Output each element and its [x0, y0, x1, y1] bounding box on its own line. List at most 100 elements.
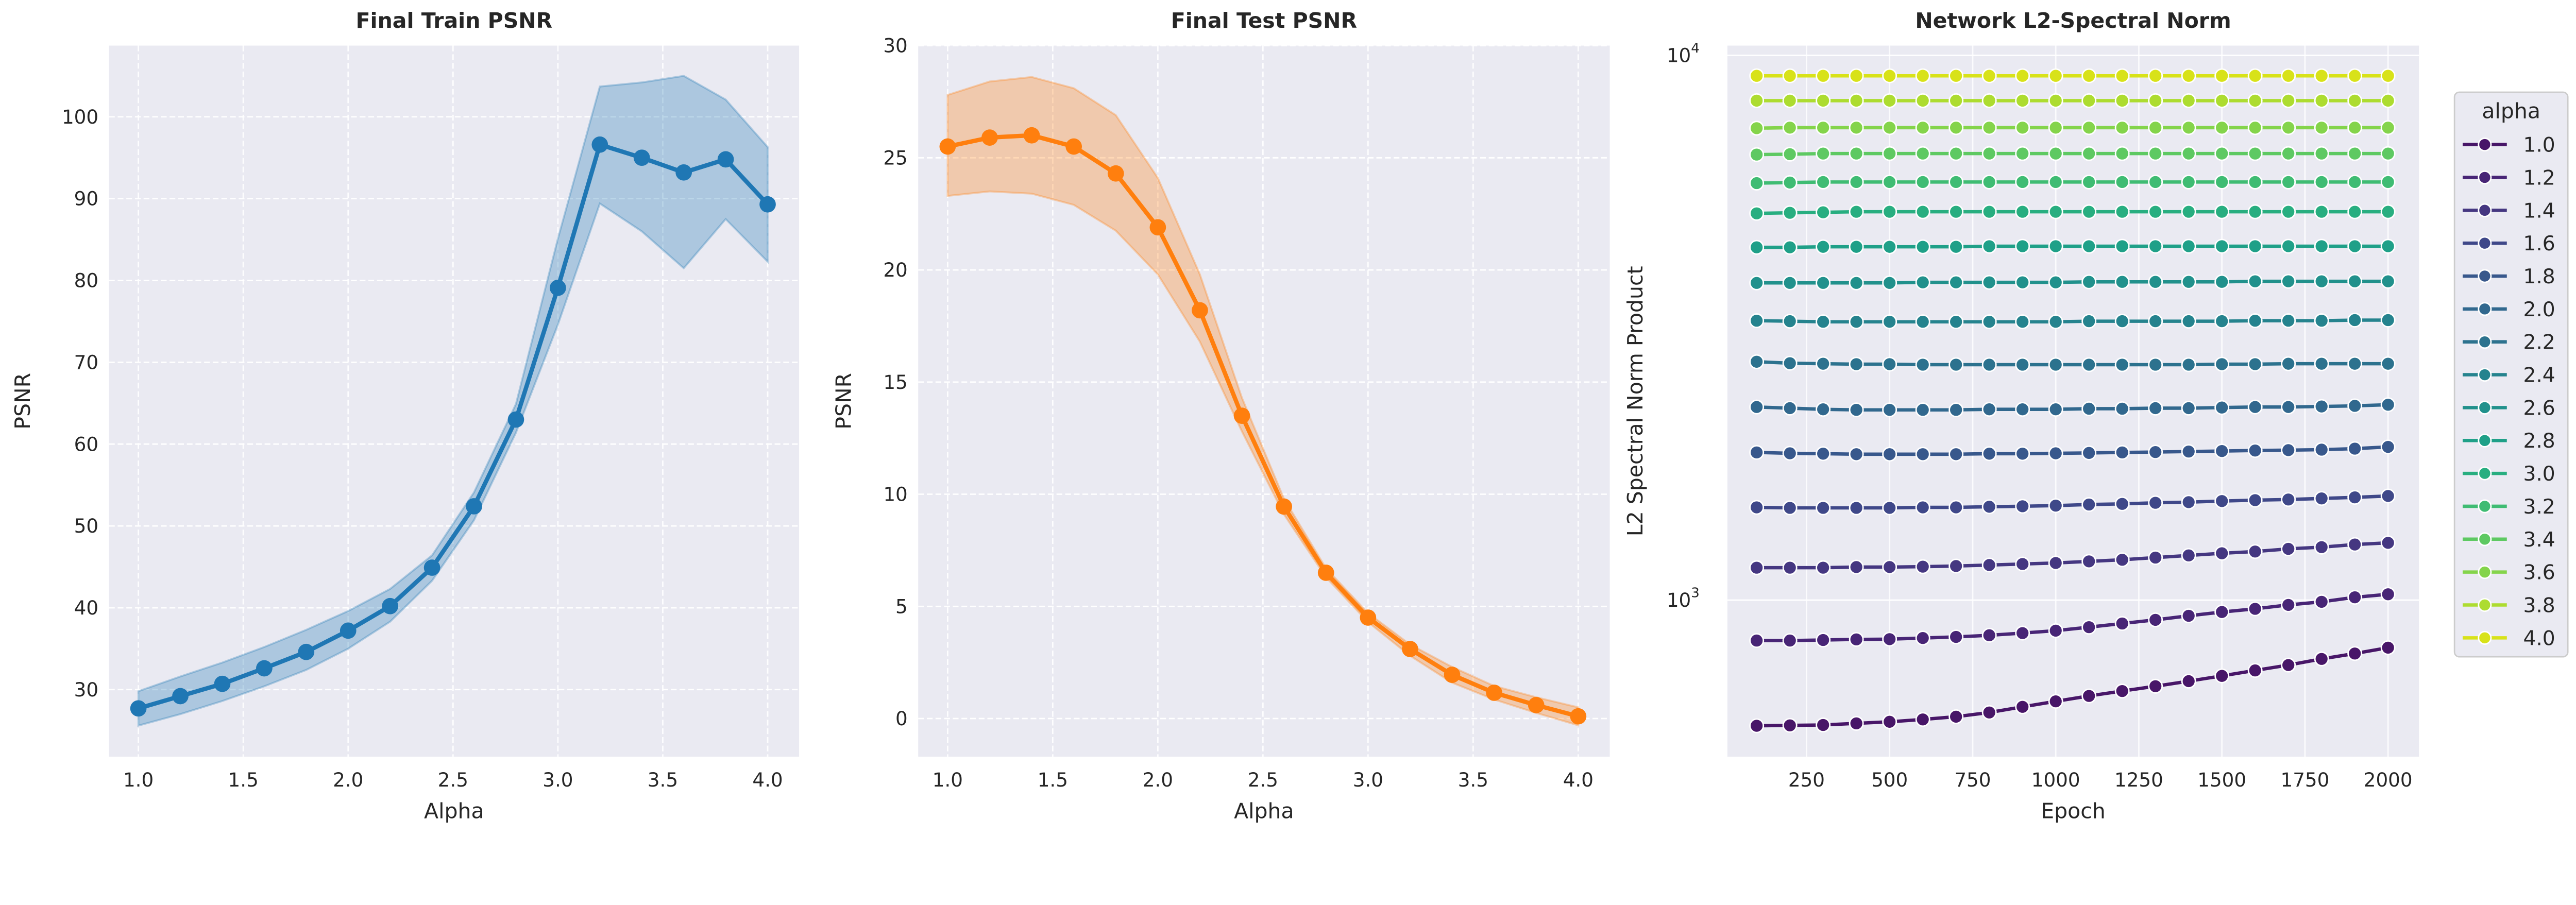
data-point: [2314, 68, 2329, 83]
x-axis-label: Alpha: [1234, 798, 1294, 823]
data-point: [2015, 357, 2030, 372]
data-point: [1816, 174, 1831, 190]
legend-item: 2.2: [2463, 331, 2555, 354]
data-point: [2281, 442, 2296, 458]
legend-item: 1.4: [2463, 199, 2555, 223]
data-point: [2048, 204, 2063, 219]
data-point: [2380, 120, 2396, 135]
data-point: [2015, 446, 2030, 462]
data-point: [2214, 493, 2230, 509]
data-point: [1816, 560, 1831, 575]
legend-label: 3.0: [2523, 463, 2555, 486]
x-tick-label: 4.0: [1563, 769, 1594, 791]
data-point: [2247, 93, 2263, 108]
data-point: [2181, 400, 2196, 416]
legend-label: 2.8: [2523, 430, 2555, 453]
data-point: [2114, 174, 2130, 190]
x-tick-label: 1750: [2281, 769, 2330, 791]
data-point: [1915, 712, 1930, 727]
y-tick-label: 25: [883, 146, 907, 169]
series-2.2: [1749, 354, 2396, 372]
data-point: [2314, 313, 2329, 329]
data-point: [1816, 68, 1831, 83]
data-point: [1915, 146, 1930, 161]
data-point: [1749, 560, 1765, 575]
data-point: [981, 129, 998, 146]
data-point: [2048, 238, 2063, 254]
data-point: [2148, 314, 2163, 329]
data-point: [1816, 402, 1831, 417]
data-point: [1948, 204, 1964, 219]
legend-item: 4.0: [2463, 627, 2555, 650]
y-tick-label: 90: [74, 187, 98, 210]
data-point: [1749, 206, 1765, 221]
y-tick-label: 10: [883, 483, 907, 506]
data-point: [759, 196, 776, 213]
data-point: [1486, 685, 1502, 701]
legend-label: 3.2: [2523, 496, 2555, 519]
data-point: [2048, 555, 2063, 571]
data-point: [2214, 274, 2230, 289]
data-point: [2181, 146, 2196, 161]
y-tick-label: 60: [74, 433, 98, 455]
y-axis-label: L2 Spectral Norm Product: [1623, 266, 1648, 536]
legend-box: [2453, 91, 2569, 658]
data-point: [2081, 174, 2097, 190]
x-axis-label: Alpha: [424, 798, 484, 823]
data-point: [1782, 446, 1798, 461]
data-point: [1882, 314, 1897, 330]
data-point: [2380, 274, 2396, 289]
data-point: [1749, 718, 1765, 733]
data-point: [2314, 120, 2329, 135]
data-point: [1882, 447, 1897, 462]
data-point: [1981, 314, 1997, 330]
data-point: [1882, 402, 1897, 418]
data-point: [1981, 146, 1997, 161]
data-point: [1192, 302, 1208, 319]
data-point: [2314, 491, 2329, 506]
data-point: [2114, 445, 2130, 460]
data-point: [2214, 68, 2230, 83]
data-point: [1849, 559, 1864, 575]
data-point: [2048, 275, 2063, 290]
data-point: [1782, 68, 1798, 83]
x-tick-label: 2000: [2364, 769, 2413, 791]
legend-marker: [2478, 400, 2492, 415]
data-point: [466, 498, 482, 515]
data-point: [2247, 146, 2263, 161]
series-3.0: [1749, 204, 2396, 221]
data-point: [2214, 314, 2230, 329]
data-point: [2247, 399, 2263, 415]
data-point: [2048, 623, 2063, 638]
data-point: [2314, 238, 2329, 254]
data-point: [2015, 556, 2030, 572]
data-point: [1948, 314, 1964, 330]
data-point: [2214, 174, 2230, 190]
data-point: [1023, 127, 1040, 144]
data-point: [1107, 165, 1124, 182]
data-point: [2181, 174, 2196, 190]
y-tick-label: 104: [1667, 41, 1700, 67]
data-point: [2214, 93, 2230, 108]
data-point: [2347, 238, 2363, 254]
chart-title: Final Train PSNR: [356, 8, 553, 33]
x-tick-label: 500: [1871, 769, 1908, 791]
data-point: [2314, 356, 2329, 371]
data-point: [1782, 355, 1798, 371]
legend-label: 2.2: [2523, 331, 2555, 354]
data-point: [1749, 68, 1765, 83]
y-tick-label: 80: [74, 269, 98, 292]
data-point: [1948, 68, 1964, 83]
data-point: [1782, 500, 1798, 516]
data-point: [1749, 399, 1765, 415]
data-point: [1981, 93, 1997, 108]
data-point: [2114, 68, 2130, 83]
data-point: [2314, 274, 2329, 289]
data-point: [717, 151, 734, 168]
data-point: [2281, 146, 2296, 161]
data-point: [2015, 625, 2030, 641]
data-point: [1915, 120, 1930, 135]
data-point: [1749, 93, 1765, 108]
data-point: [1782, 120, 1798, 135]
data-point: [1816, 275, 1831, 291]
